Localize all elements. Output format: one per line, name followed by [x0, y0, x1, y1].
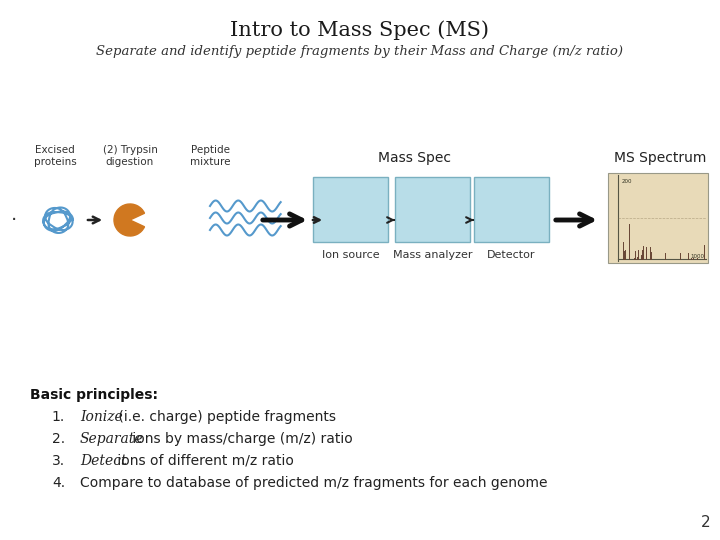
Text: Ion source: Ion source: [322, 250, 379, 260]
Bar: [474, 177, 549, 242]
Text: Mass Spec: Mass Spec: [379, 151, 451, 165]
Text: MS Spectrum: MS Spectrum: [614, 151, 706, 165]
Text: ions by mass/charge (m/z) ratio: ions by mass/charge (m/z) ratio: [128, 432, 353, 446]
Text: 2: 2: [701, 515, 710, 530]
Text: 2.: 2.: [52, 432, 65, 446]
Bar: [313, 177, 388, 242]
Text: (2) Trypsin: (2) Trypsin: [102, 145, 158, 155]
Bar: [395, 177, 470, 242]
Text: 3.: 3.: [52, 454, 65, 468]
Text: Separate and identify peptide fragments by their Mass and Charge (m/z ratio): Separate and identify peptide fragments …: [96, 45, 624, 58]
Text: Basic principles:: Basic principles:: [30, 388, 158, 402]
Text: ions of different m/z ratio: ions of different m/z ratio: [113, 454, 294, 468]
Text: 1000: 1000: [690, 254, 704, 259]
Text: Separate: Separate: [80, 432, 143, 446]
Text: proteins: proteins: [34, 157, 76, 167]
Text: Excised: Excised: [35, 145, 75, 155]
Text: 4.: 4.: [52, 476, 65, 490]
Text: (i.e. charge) peptide fragments: (i.e. charge) peptide fragments: [114, 410, 336, 424]
Text: mixture: mixture: [190, 157, 230, 167]
Bar: [608, 173, 708, 263]
Text: Detect: Detect: [80, 454, 127, 468]
Text: Compare to database of predicted m/z fragments for each genome: Compare to database of predicted m/z fra…: [80, 476, 547, 490]
Text: 1.: 1.: [52, 410, 65, 424]
Text: Ionize: Ionize: [80, 410, 122, 424]
Text: ·: ·: [11, 211, 17, 229]
Text: Intro to Mass Spec (MS): Intro to Mass Spec (MS): [230, 20, 490, 40]
Text: Mass analyzer: Mass analyzer: [392, 250, 472, 260]
Text: digestion: digestion: [106, 157, 154, 167]
Wedge shape: [114, 204, 145, 236]
Text: 200: 200: [622, 179, 632, 184]
Text: Peptide: Peptide: [191, 145, 230, 155]
Text: Detector: Detector: [487, 250, 536, 260]
